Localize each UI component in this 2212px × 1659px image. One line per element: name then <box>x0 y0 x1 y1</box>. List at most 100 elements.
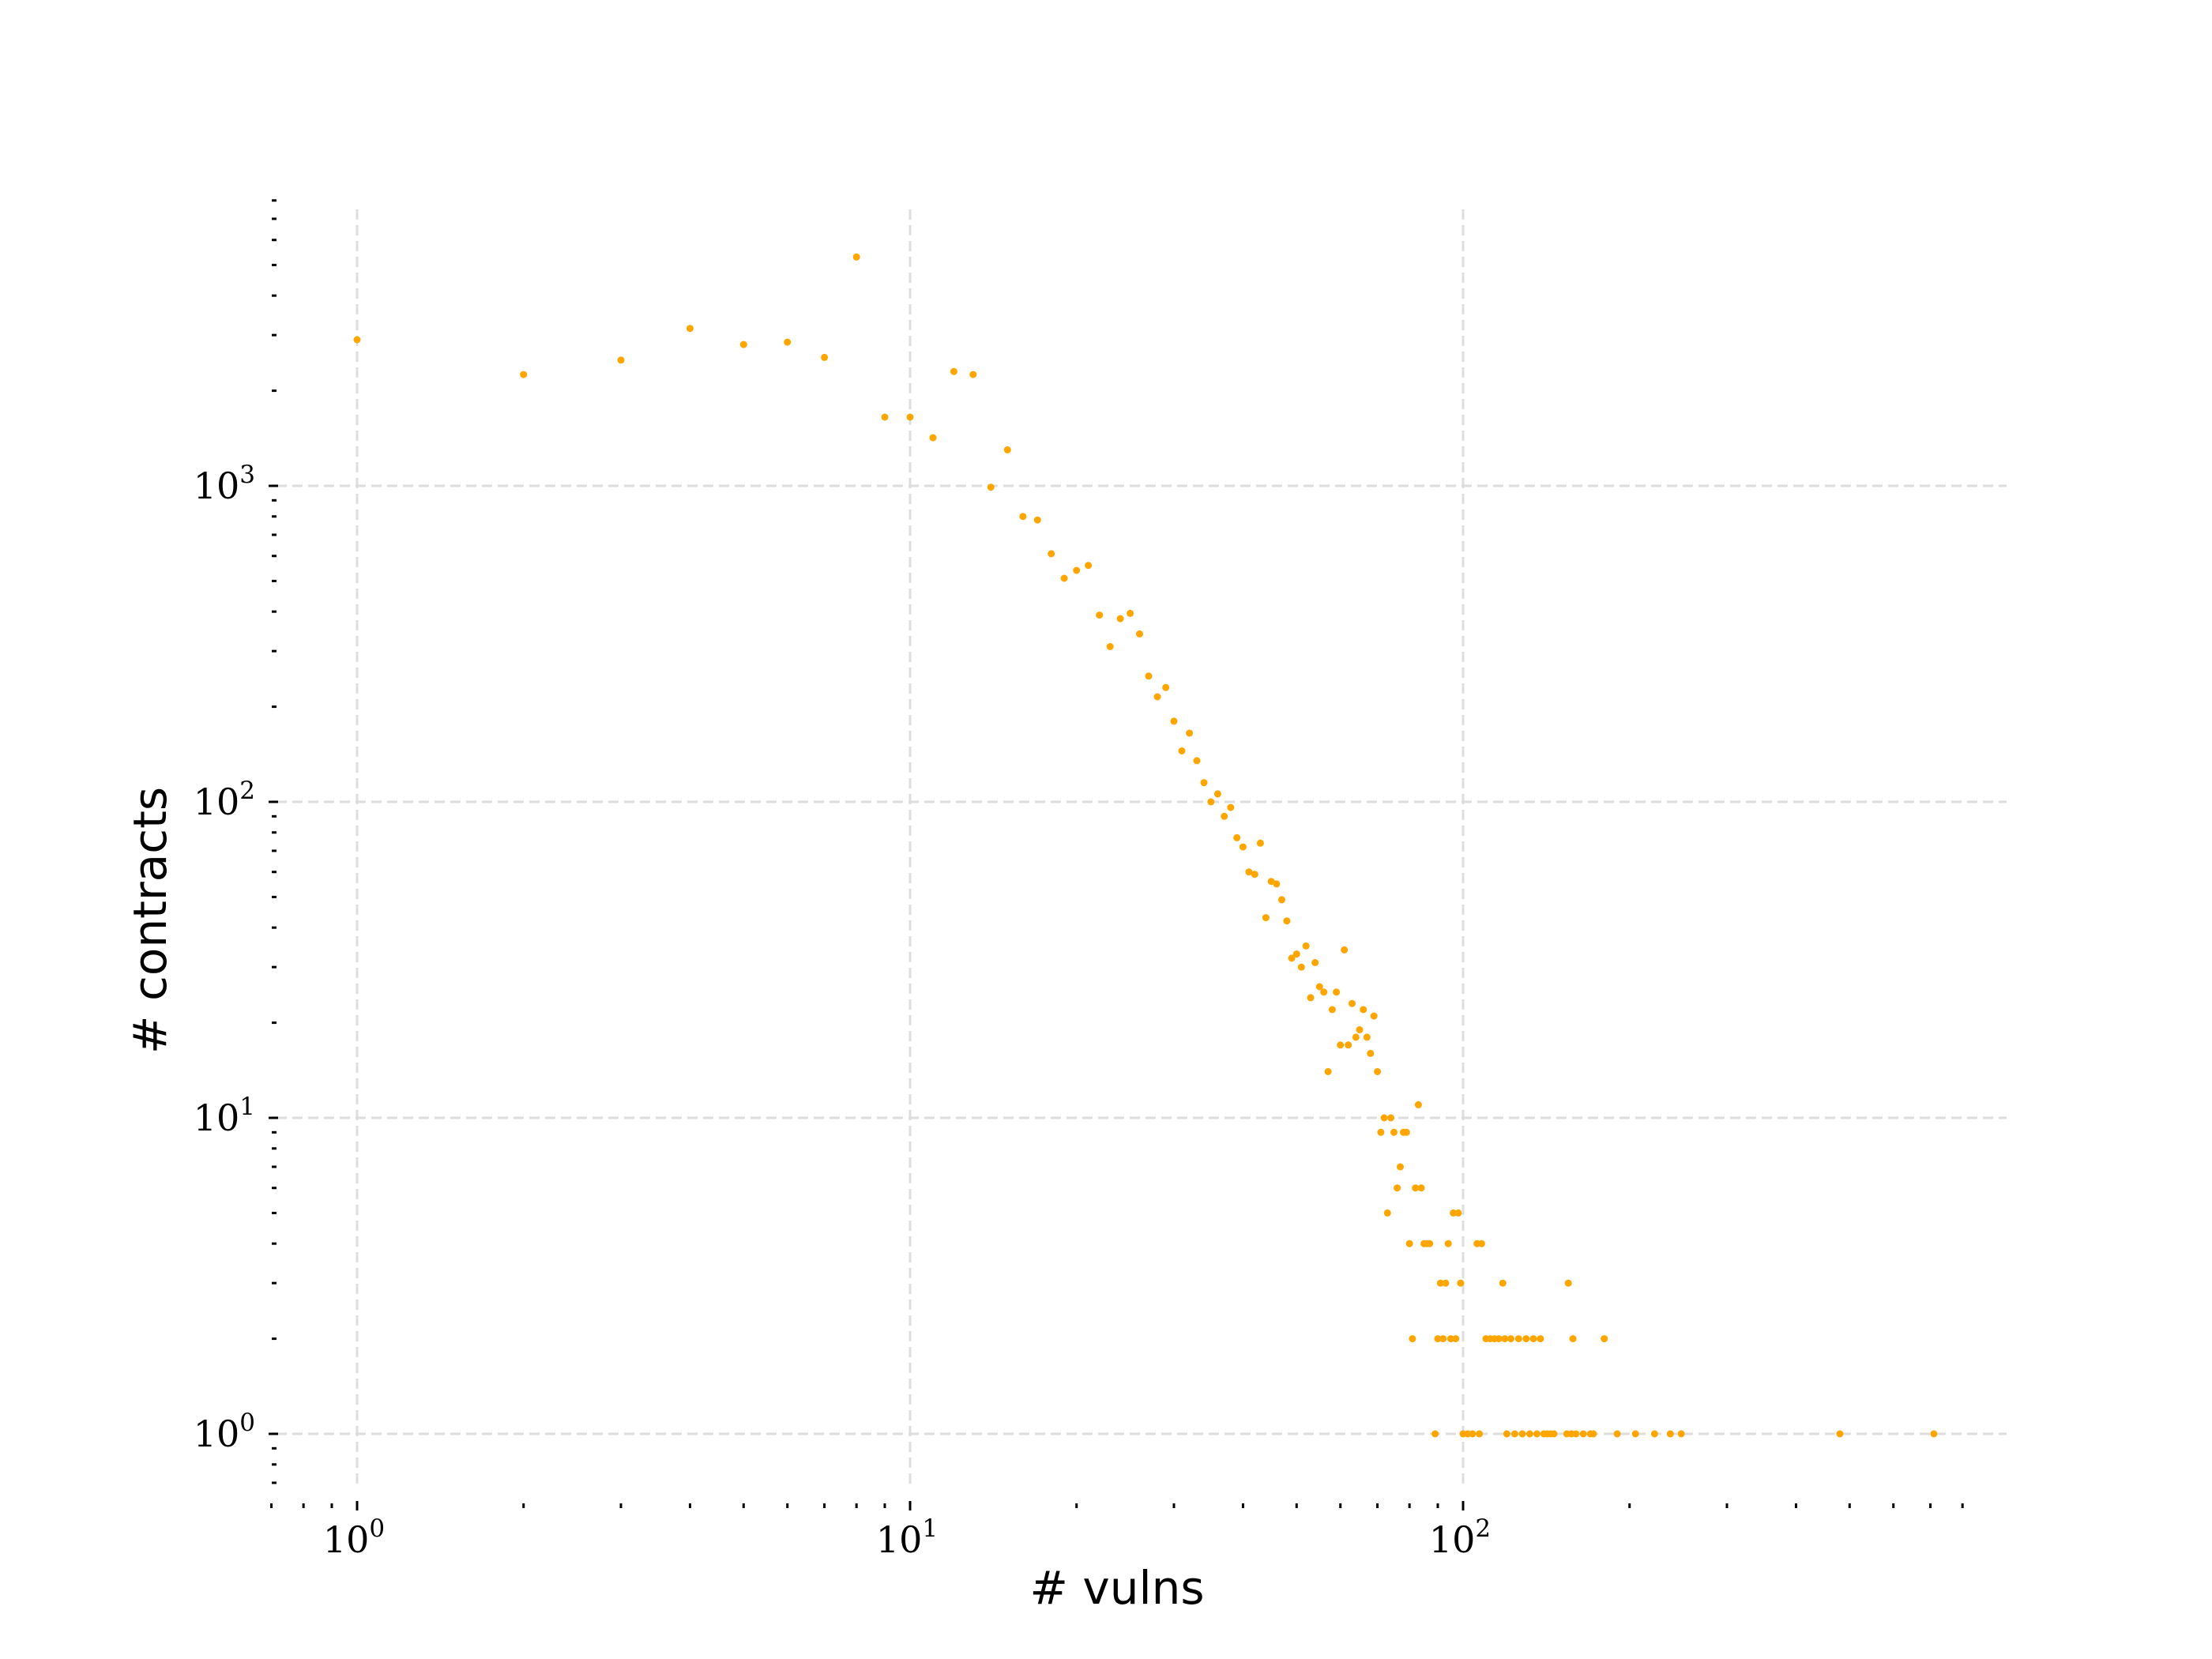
data-point <box>1136 630 1143 638</box>
data-point <box>1324 1068 1332 1075</box>
data-point <box>1311 959 1319 966</box>
x-tick-label: 100 <box>323 1514 385 1561</box>
data-point <box>1431 1430 1439 1438</box>
data-point <box>1412 1184 1420 1192</box>
data-point <box>1374 1068 1382 1075</box>
data-point <box>1589 1430 1597 1438</box>
data-point <box>1283 917 1291 925</box>
data-point <box>1019 513 1027 521</box>
data-point <box>1510 1430 1518 1438</box>
y-tick-labels: 100 101 102 103 <box>194 461 255 1455</box>
data-points <box>353 253 1938 1438</box>
data-point <box>1390 1128 1398 1136</box>
data-point <box>1278 896 1285 904</box>
data-point <box>1170 717 1178 725</box>
data-point <box>1356 1026 1364 1033</box>
x-tick-labels: 100 101 102 <box>323 1514 1491 1561</box>
data-point <box>1537 1335 1544 1343</box>
data-point <box>1477 1240 1485 1247</box>
data-point <box>1227 803 1235 811</box>
data-point <box>1503 1430 1510 1438</box>
data-point <box>1666 1430 1674 1438</box>
y-tick-label: 100 <box>194 1409 255 1455</box>
data-point <box>1073 566 1081 574</box>
y-tick-label: 101 <box>194 1093 255 1139</box>
data-point <box>617 356 625 364</box>
data-point <box>821 353 829 361</box>
y-axis-label: # contracts <box>123 787 177 1054</box>
data-point <box>686 325 694 333</box>
data-point <box>1363 1033 1371 1041</box>
data-point <box>1251 871 1258 878</box>
data-point <box>1650 1430 1658 1438</box>
data-point <box>1096 611 1104 619</box>
data-point <box>1367 1049 1375 1057</box>
data-point <box>906 413 914 421</box>
data-point <box>950 367 957 375</box>
data-point <box>1450 1209 1458 1217</box>
data-point <box>1337 1041 1345 1049</box>
data-point <box>1328 1006 1336 1014</box>
data-point <box>1302 942 1310 950</box>
data-point <box>1341 946 1349 954</box>
data-point <box>1397 1163 1404 1171</box>
data-point <box>1207 798 1215 806</box>
data-point <box>1454 1209 1462 1217</box>
data-point <box>1446 1335 1454 1343</box>
data-point <box>1394 1184 1401 1192</box>
data-point <box>1352 1033 1360 1041</box>
data-point <box>929 434 937 442</box>
data-point <box>1518 1430 1526 1438</box>
data-point <box>1060 574 1068 582</box>
data-point <box>1579 1430 1587 1438</box>
data-point <box>1245 868 1253 876</box>
data-point <box>1529 1335 1537 1343</box>
y-tick-label: 103 <box>194 461 255 507</box>
data-point <box>1417 1184 1425 1192</box>
data-point <box>1213 790 1221 798</box>
data-point <box>1402 1128 1410 1136</box>
data-point <box>1930 1430 1938 1438</box>
data-point <box>1349 999 1356 1007</box>
data-point <box>1333 988 1341 996</box>
data-point <box>1106 643 1114 650</box>
data-point <box>1495 1335 1503 1343</box>
data-point <box>1256 839 1264 847</box>
data-point <box>1345 1041 1352 1049</box>
data-point <box>1426 1240 1434 1247</box>
data-point <box>1262 914 1270 922</box>
data-point <box>1677 1430 1685 1438</box>
data-point <box>1273 880 1281 888</box>
data-point <box>881 413 889 421</box>
data-point <box>1048 550 1055 558</box>
data-point <box>1178 747 1186 754</box>
data-point <box>1267 878 1275 886</box>
data-point <box>1501 1335 1509 1343</box>
minor-ticks <box>269 199 1964 1510</box>
data-point <box>1457 1279 1465 1287</box>
data-point <box>1414 1100 1422 1108</box>
grid-layer <box>276 209 2007 1489</box>
data-point <box>1452 1335 1460 1343</box>
data-point <box>1469 1430 1477 1438</box>
data-point <box>1288 954 1296 962</box>
data-point <box>1315 983 1323 991</box>
data-point <box>1522 1335 1530 1343</box>
data-point <box>1377 1128 1385 1136</box>
data-point <box>1116 615 1124 623</box>
x-tick-label: 101 <box>876 1514 938 1561</box>
data-point <box>1221 812 1228 820</box>
data-point <box>1550 1430 1558 1438</box>
data-point <box>1564 1279 1572 1287</box>
data-point <box>1370 1012 1378 1020</box>
data-point <box>1380 1114 1388 1122</box>
data-point <box>784 338 792 346</box>
data-point <box>1033 516 1041 524</box>
data-point <box>1239 843 1247 851</box>
data-point <box>1383 1209 1391 1217</box>
data-point <box>1525 1430 1533 1438</box>
data-point <box>1387 1114 1394 1122</box>
data-point <box>1162 683 1170 691</box>
data-point <box>1085 562 1093 570</box>
